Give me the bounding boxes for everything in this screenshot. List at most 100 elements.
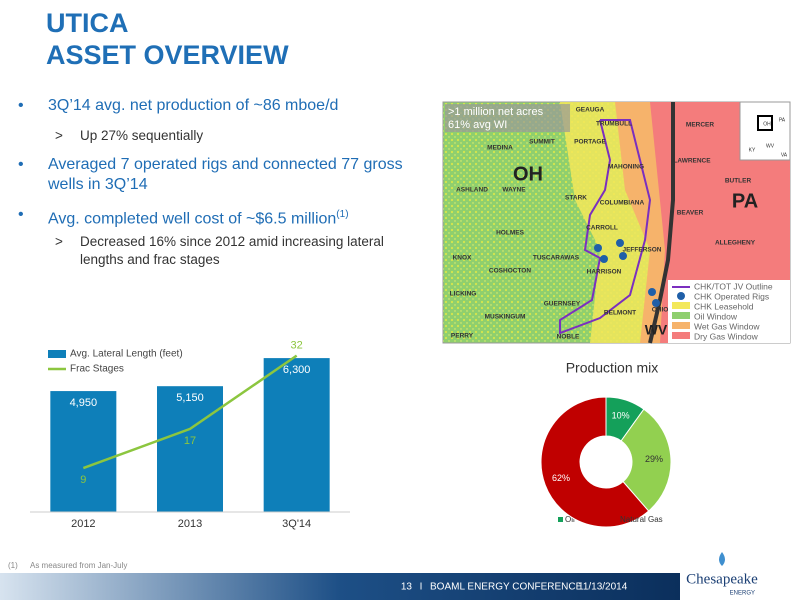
bullet: • Avg. completed well cost of ~$6.5 milli…	[18, 206, 349, 228]
x-tick-label: 3Q'14	[282, 518, 311, 530]
map-label: COSHOCTON	[489, 268, 531, 275]
chart-title: Production mix	[566, 360, 659, 376]
map-label: ASHLAND	[456, 187, 488, 194]
map-label: MUSKINGUM	[485, 314, 526, 321]
map-label: WAYNE	[502, 187, 526, 194]
pie-slice	[540, 396, 650, 528]
sub-bullet: > Up 27% sequentially	[55, 128, 204, 143]
map-label: OH	[513, 163, 543, 185]
legend-swatch	[672, 332, 690, 339]
map-legend-label: CHK Operated Rigs	[694, 291, 769, 301]
map-label: WV	[645, 322, 668, 338]
data-label: 5,150	[176, 392, 204, 404]
footer-bar	[0, 573, 680, 600]
bullet: • 3Q’14 avg. net production of ~86 mboe/d	[18, 97, 339, 114]
data-label: 62%	[552, 473, 570, 483]
map-label: GUERNSEY	[544, 301, 581, 308]
x-tick-label: 2012	[71, 518, 95, 530]
line	[82, 354, 298, 470]
title: UTICA	[46, 8, 129, 38]
legend-label: Oil	[565, 515, 575, 524]
map-label: TUSCARAWAS	[533, 255, 580, 262]
jv-outline	[559, 119, 652, 335]
map-legend-label: Dry Gas Window	[694, 331, 759, 341]
map-label: JEFFERSON	[622, 247, 661, 254]
data-label: 9	[80, 474, 86, 486]
map-label: BELMONT	[604, 310, 636, 317]
pie-slice	[620, 408, 672, 512]
bar	[50, 391, 117, 512]
map-label: PERRY	[451, 333, 474, 340]
footer-event: BOAML ENERGY CONFERENCE	[430, 582, 583, 593]
map-label: PORTAGE	[574, 139, 606, 146]
map-label: STARK	[565, 195, 587, 202]
legend-swatch	[672, 302, 690, 309]
inset-box	[757, 115, 773, 131]
footer-page: 13	[401, 582, 413, 593]
callout: 61% avg WI	[448, 119, 507, 131]
logo-drop	[719, 552, 725, 566]
legend-label: Avg. Lateral Length (feet)	[70, 349, 183, 360]
map-label: MERCER	[686, 122, 714, 129]
map-legend-label: CHK/TOT JV Outline	[694, 281, 773, 291]
map-legend-label: CHK Leasehold	[694, 301, 754, 311]
legend-swatch	[672, 312, 690, 319]
footnote: As measured from Jan-July	[30, 561, 127, 570]
border	[648, 102, 675, 344]
map-label: ALLEGHENY	[715, 240, 756, 247]
map-label: COLUMBIANA	[600, 200, 645, 207]
footnote-marker: (1)	[8, 561, 18, 570]
map-label: LICKING	[450, 291, 477, 298]
logo: Chesapeake	[686, 571, 758, 587]
data-label: 17	[184, 435, 196, 447]
map-label: TRUMBULL	[596, 121, 632, 128]
x-tick-label: 2013	[178, 518, 202, 530]
map-legend-label: Oil Window	[694, 311, 738, 321]
map-label: SUMMIT	[529, 139, 555, 146]
map-label: OHIO	[652, 307, 669, 314]
data-label: 29%	[645, 454, 663, 464]
map-label: BUTLER	[725, 178, 752, 185]
data-label: 10%	[612, 411, 630, 421]
map-label: MAHONING	[608, 164, 644, 171]
legend-swatch	[677, 292, 685, 300]
data-label: 4,950	[70, 397, 98, 409]
callout-box	[445, 104, 570, 132]
legend-swatch	[613, 517, 618, 522]
map-label: NOBLE	[557, 334, 580, 341]
sub-bullet: > Decreased 16% since 2012 amid increasin…	[55, 234, 384, 267]
data-label: 6,300	[283, 364, 311, 376]
map-label: MEDINA	[487, 145, 513, 152]
bar	[263, 358, 330, 512]
map-label: GEAUGA	[576, 107, 605, 114]
bullet: • Averaged 7 operated rigs and connected …	[18, 156, 403, 193]
footer-sep: I	[420, 582, 423, 593]
map-legend-label: Wet Gas Window	[694, 321, 760, 331]
rigs	[594, 239, 660, 307]
legend-swatch	[672, 322, 690, 329]
inset-label: WV	[766, 143, 775, 149]
inset-label: KY	[749, 147, 756, 153]
map-label: CARROLL	[586, 225, 618, 232]
map-label: BEAVER	[677, 210, 704, 217]
bar	[157, 386, 223, 512]
footer-date: 11/13/2014	[578, 582, 628, 593]
map-label: KNOX	[453, 255, 472, 262]
map-label: HOLMES	[496, 230, 524, 237]
title: ASSET OVERVIEW	[46, 40, 289, 70]
map-label: HARRISON	[587, 269, 622, 276]
legend-swatch	[558, 517, 563, 522]
legend-label: Frac Stages	[70, 364, 124, 375]
logo-sub: ENERGY	[730, 591, 755, 597]
map-label: PA	[732, 190, 758, 212]
map-label: LAWRENCE	[673, 158, 711, 165]
callout: >1 million net acres	[448, 106, 544, 118]
dry-gas	[650, 102, 673, 343]
inset-label: OH	[763, 121, 771, 127]
legend-label: Natural Gas	[620, 515, 663, 524]
data-label: 32	[291, 340, 303, 352]
legend-swatch	[48, 350, 66, 358]
inset-label: PA	[779, 117, 786, 123]
